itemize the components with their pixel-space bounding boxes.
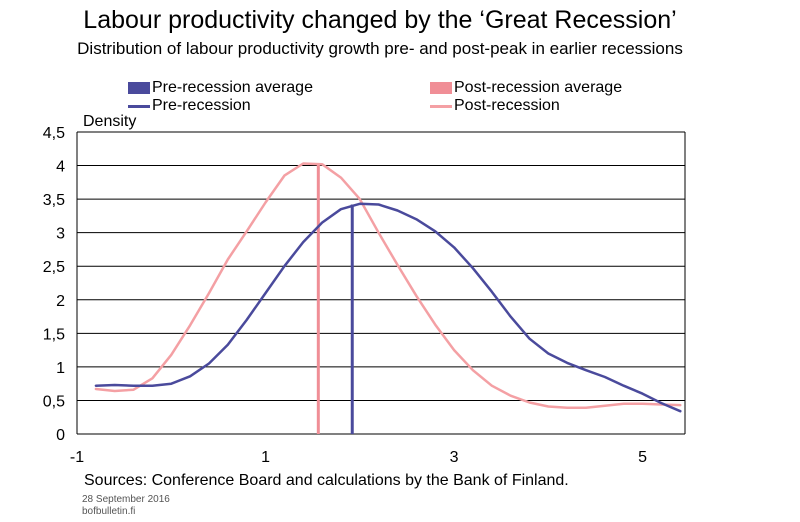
x-tick-label: 3 xyxy=(450,449,459,466)
y-tick-label: 4,5 xyxy=(43,125,65,142)
legend-label-pre: Pre-recession xyxy=(152,97,251,114)
x-tick-label: -1 xyxy=(70,449,84,466)
chart-subtitle: Distribution of labour productivity grow… xyxy=(77,39,683,58)
publication-date: 28 September 2016 xyxy=(82,494,170,505)
pre-recession-line xyxy=(94,202,682,413)
legend-swatch-post-average xyxy=(430,82,452,94)
legend-swatch-pre xyxy=(128,105,150,108)
y-tick-label: 4 xyxy=(56,159,65,176)
y-tick-label: 2 xyxy=(56,293,65,310)
x-tick-label: 1 xyxy=(261,449,270,466)
legend-label-pre-average: Pre-recession average xyxy=(152,79,313,96)
chart-title: Labour productivity changed by the ‘Grea… xyxy=(83,6,677,34)
site-name: bofbulletin.fi xyxy=(82,506,136,517)
x-tick-label: 5 xyxy=(638,449,647,466)
y-tick-label: 1,5 xyxy=(43,326,65,343)
y-tick-label: 3 xyxy=(56,226,65,243)
legend-label-post: Post-recession xyxy=(454,97,560,114)
y-tick-label: 3,5 xyxy=(43,192,65,209)
legend-label-post-average: Post-recession average xyxy=(454,79,623,96)
y-tick-label: 1 xyxy=(56,360,65,377)
y-tick-label: 0,5 xyxy=(43,393,65,410)
legend-swatch-post xyxy=(430,105,452,108)
y-axis-label: Density xyxy=(83,113,136,130)
sources-note: Sources: Conference Board and calculatio… xyxy=(84,472,569,489)
post-recession-line xyxy=(94,162,682,410)
y-tick-label: 0 xyxy=(56,427,65,444)
legend-swatch-pre-average xyxy=(128,82,150,94)
y-tick-label: 2,5 xyxy=(43,259,65,276)
